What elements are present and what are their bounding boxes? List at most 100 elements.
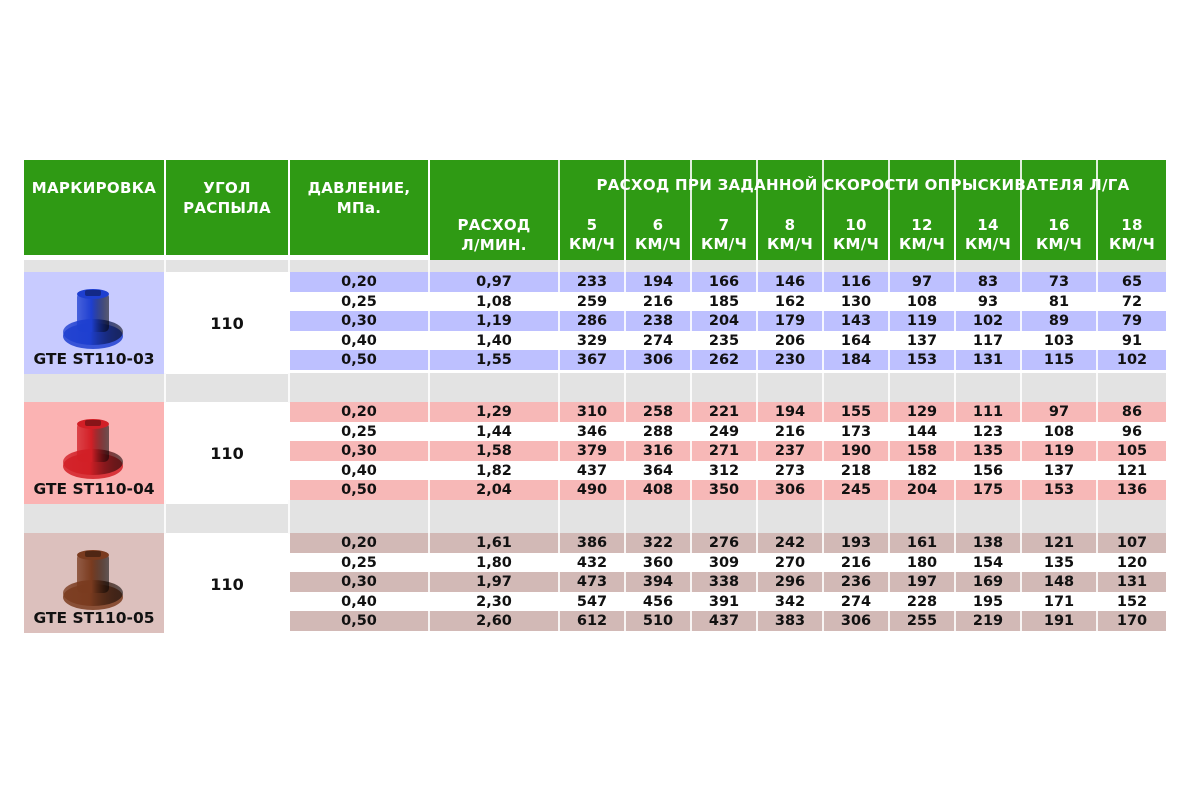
rate-cell-8kmh: 237 xyxy=(774,443,806,460)
column-divider xyxy=(1096,160,1098,635)
speed-value: 7 xyxy=(718,216,730,234)
speed-value: 16 xyxy=(1048,216,1070,234)
speed-value: 5 xyxy=(586,216,598,234)
rate-cell-14kmh: 93 xyxy=(977,293,999,310)
rate-cell-18kmh: 72 xyxy=(1121,293,1143,310)
rate-cell-7kmh: 166 xyxy=(708,274,740,290)
speed-unit: КМ/Ч xyxy=(569,235,615,253)
rate-cell-10kmh: 236 xyxy=(840,574,872,591)
speed-header-7: 7 КМ/Ч xyxy=(692,210,756,260)
rate-cell-6kmh: 364 xyxy=(642,462,674,479)
table-row xyxy=(290,572,1166,592)
rate-cell-12kmh: 180 xyxy=(906,554,938,571)
header-pressure: ДАВЛЕНИЕ, МПа. xyxy=(290,160,428,255)
rate-cell-14kmh: 175 xyxy=(972,482,1004,499)
rate-cell-10kmh: 218 xyxy=(840,462,872,479)
pressure-cell: 0,25 xyxy=(341,554,377,571)
column-divider xyxy=(954,160,956,635)
rate-cell-8kmh: 179 xyxy=(774,313,806,330)
rate-cell-8kmh: 230 xyxy=(774,352,806,369)
column-divider xyxy=(164,160,166,635)
rate-cell-12kmh: 204 xyxy=(906,482,938,499)
rate-cell-6kmh: 238 xyxy=(642,313,674,330)
rate-cell-14kmh: 102 xyxy=(972,313,1004,330)
header-rate-title-label: РАСХОД ПРИ ЗАДАННОЙ СКОРОСТИ ОПРЫСКИВАТЕ… xyxy=(596,176,1130,194)
table-row xyxy=(290,421,1166,442)
rate-cell-5kmh: 259 xyxy=(576,293,608,310)
flow-cell: 1,55 xyxy=(476,352,512,369)
rate-cell-6kmh: 258 xyxy=(642,404,674,420)
rate-cell-10kmh: 184 xyxy=(840,352,872,369)
rate-cell-7kmh: 276 xyxy=(708,535,740,551)
pressure-cell: 0,20 xyxy=(341,535,377,551)
rate-cell-7kmh: 391 xyxy=(708,593,740,610)
table-row xyxy=(290,291,1166,312)
rate-cell-5kmh: 329 xyxy=(576,332,608,349)
rate-cell-18kmh: 96 xyxy=(1121,423,1143,440)
header-angle: УГОЛ РАСПЫЛА xyxy=(166,160,288,255)
rate-cell-5kmh: 233 xyxy=(576,274,608,290)
pressure-cell: 0,50 xyxy=(341,482,377,499)
pressure-cell: 0,30 xyxy=(341,443,377,460)
rate-cell-16kmh: 153 xyxy=(1043,482,1075,499)
rate-cell-18kmh: 131 xyxy=(1116,574,1148,591)
nozzle-icon xyxy=(58,278,128,362)
speed-header-10: 10 КМ/Ч xyxy=(824,210,888,260)
flow-cell: 1,44 xyxy=(476,423,512,440)
table-row xyxy=(290,272,1166,292)
column-divider xyxy=(1166,160,1168,635)
header-rate-title: РАСХОД ПРИ ЗАДАННОЙ СКОРОСТИ ОПРЫСКИВАТЕ… xyxy=(430,160,1166,210)
rate-cell-12kmh: 182 xyxy=(906,462,938,479)
rate-cell-10kmh: 245 xyxy=(840,482,872,499)
rate-cell-18kmh: 79 xyxy=(1121,313,1143,330)
rate-cell-12kmh: 153 xyxy=(906,352,938,369)
speed-value: 14 xyxy=(977,216,999,234)
rate-cell-14kmh: 135 xyxy=(972,443,1004,460)
rate-cell-5kmh: 490 xyxy=(576,482,608,499)
pressure-cell: 0,20 xyxy=(341,404,377,420)
rate-cell-18kmh: 91 xyxy=(1121,332,1143,349)
rate-cell-14kmh: 154 xyxy=(972,554,1004,571)
rate-cell-16kmh: 115 xyxy=(1043,352,1075,369)
rate-cell-5kmh: 547 xyxy=(576,593,608,610)
rate-cell-7kmh: 185 xyxy=(708,293,740,310)
rate-cell-5kmh: 367 xyxy=(576,352,608,369)
rate-cell-6kmh: 288 xyxy=(642,423,674,440)
rate-cell-7kmh: 221 xyxy=(708,404,740,420)
rate-cell-10kmh: 216 xyxy=(840,554,872,571)
rate-cell-7kmh: 249 xyxy=(708,423,740,440)
rate-cell-16kmh: 97 xyxy=(1048,404,1070,420)
rate-cell-16kmh: 73 xyxy=(1048,274,1070,290)
rate-cell-7kmh: 309 xyxy=(708,554,740,571)
flow-cell: 1,29 xyxy=(476,404,512,420)
rate-cell-18kmh: 105 xyxy=(1116,443,1148,460)
flow-cell: 2,60 xyxy=(476,613,512,630)
rate-cell-6kmh: 194 xyxy=(642,274,674,290)
rate-cell-6kmh: 316 xyxy=(642,443,674,460)
spray-angle-value: 110 xyxy=(210,443,244,463)
spray-angle-cell: 110 xyxy=(166,533,288,635)
speed-unit: КМ/Ч xyxy=(833,235,879,253)
rate-cell-10kmh: 274 xyxy=(840,593,872,610)
flow-cell: 1,82 xyxy=(476,462,512,479)
speed-value: 12 xyxy=(911,216,933,234)
rate-cell-16kmh: 81 xyxy=(1048,293,1070,310)
rate-cell-6kmh: 306 xyxy=(642,352,674,369)
speed-header-18: 18 КМ/Ч xyxy=(1098,210,1166,260)
rate-cell-14kmh: 123 xyxy=(972,423,1004,440)
rate-cell-16kmh: 191 xyxy=(1043,613,1075,630)
pressure-cell: 0,25 xyxy=(341,293,377,310)
rate-cell-12kmh: 161 xyxy=(906,535,938,551)
rate-cell-12kmh: 158 xyxy=(906,443,938,460)
header-flow-label: РАСХОД Л/МИН. xyxy=(457,216,531,254)
rate-cell-10kmh: 143 xyxy=(840,313,872,330)
rate-cell-12kmh: 119 xyxy=(906,313,938,330)
rate-cell-18kmh: 65 xyxy=(1121,274,1143,290)
rate-cell-12kmh: 144 xyxy=(906,423,938,440)
rate-cell-7kmh: 312 xyxy=(708,462,740,479)
spray-angle-cell: 110 xyxy=(166,402,288,504)
rate-cell-10kmh: 190 xyxy=(840,443,872,460)
rate-cell-8kmh: 296 xyxy=(774,574,806,591)
table-row xyxy=(290,350,1166,370)
rate-cell-8kmh: 216 xyxy=(774,423,806,440)
